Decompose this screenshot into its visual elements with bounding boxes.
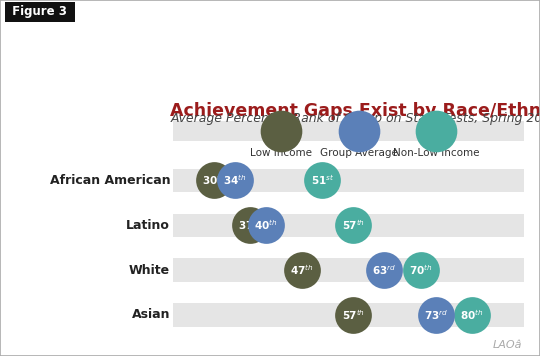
Text: Low Income: Low Income xyxy=(250,148,312,158)
Text: 47$^{th}$: 47$^{th}$ xyxy=(290,263,314,277)
Point xyxy=(468,312,476,318)
Bar xyxy=(173,303,524,326)
Text: 63$^{rd}$: 63$^{rd}$ xyxy=(373,263,396,277)
Text: White: White xyxy=(129,263,170,277)
Point xyxy=(349,222,358,228)
Text: 34$^{th}$: 34$^{th}$ xyxy=(223,173,246,187)
Text: Asian: Asian xyxy=(132,308,170,321)
Text: 37$^{th}$: 37$^{th}$ xyxy=(239,218,262,232)
Text: Achievement Gaps Exist by Race/Ethnicity and Income: Achievement Gaps Exist by Race/Ethnicity… xyxy=(170,102,540,120)
Point xyxy=(210,178,218,183)
Point xyxy=(432,312,441,318)
Text: 70$^{th}$: 70$^{th}$ xyxy=(409,263,433,277)
Point xyxy=(231,178,239,183)
Text: $^{}$: $^{}$ xyxy=(280,130,282,133)
Bar xyxy=(173,258,524,282)
Text: 40$^{th}$: 40$^{th}$ xyxy=(254,218,278,232)
Text: African American: African American xyxy=(50,174,170,187)
Text: Average Percentile Rank of Group on State Tests, Spring 2018: Average Percentile Rank of Group on Stat… xyxy=(170,112,540,125)
Text: LAOâ: LAOâ xyxy=(493,340,522,350)
Point xyxy=(261,222,270,228)
Text: 51$^{st}$: 51$^{st}$ xyxy=(311,173,334,187)
Text: 57$^{th}$: 57$^{th}$ xyxy=(342,218,365,232)
Bar xyxy=(173,169,524,192)
Point xyxy=(416,267,425,273)
Text: 57$^{th}$: 57$^{th}$ xyxy=(342,308,365,322)
Text: Group Average: Group Average xyxy=(320,148,397,158)
Point xyxy=(277,128,286,134)
Text: 73$^{rd}$: 73$^{rd}$ xyxy=(424,308,448,322)
Point xyxy=(380,267,389,273)
Text: 30$^{th}$: 30$^{th}$ xyxy=(202,173,226,187)
Point xyxy=(318,178,327,183)
Point xyxy=(354,128,363,134)
Point xyxy=(349,312,358,318)
Point xyxy=(246,222,254,228)
Text: 80$^{th}$: 80$^{th}$ xyxy=(461,308,484,322)
Point xyxy=(432,128,441,134)
Bar xyxy=(173,214,524,237)
Text: Latino: Latino xyxy=(126,219,170,232)
Text: $^{}$: $^{}$ xyxy=(357,130,360,133)
Text: $^{}$: $^{}$ xyxy=(435,130,437,133)
Text: Figure 3: Figure 3 xyxy=(8,5,71,19)
Bar xyxy=(173,121,524,141)
Point xyxy=(298,267,306,273)
Text: Non-Low Income: Non-Low Income xyxy=(393,148,480,158)
